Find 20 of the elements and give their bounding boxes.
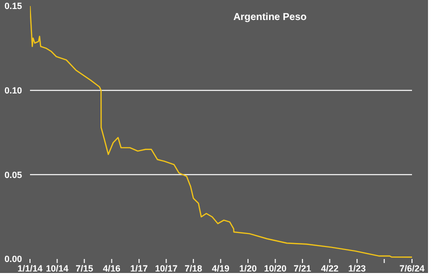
x-tick-label: 7/15	[76, 263, 94, 274]
x-tick-label: 4/16	[102, 263, 120, 274]
x-tick-label: 10/20	[264, 263, 287, 274]
y-tick-label: 0.05	[4, 170, 22, 180]
x-tick-label: 7/21	[294, 263, 312, 274]
x-tick-label: 1/17	[130, 263, 148, 274]
y-tick-label: 0.15	[4, 1, 22, 12]
x-tick-label: 1/20	[239, 263, 257, 274]
x-tick-label: 7/18	[184, 263, 202, 274]
x-tick-label: 1/1/14	[17, 263, 43, 274]
x-tick-label: 4/19	[212, 263, 230, 274]
line-series	[30, 6, 412, 258]
x-tick-label: 4/22	[320, 263, 338, 274]
x-tick-label: 10/14	[46, 263, 68, 274]
x-tick-label: 7/6/24	[399, 263, 425, 274]
x-tick-label: 10/17	[154, 263, 178, 274]
text: Argentine Peso	[233, 12, 307, 23]
x-tick-label: 1/23	[348, 263, 366, 274]
y-tick-label: 0.10	[4, 86, 22, 96]
y-tick-label: 0.00	[4, 254, 22, 264]
